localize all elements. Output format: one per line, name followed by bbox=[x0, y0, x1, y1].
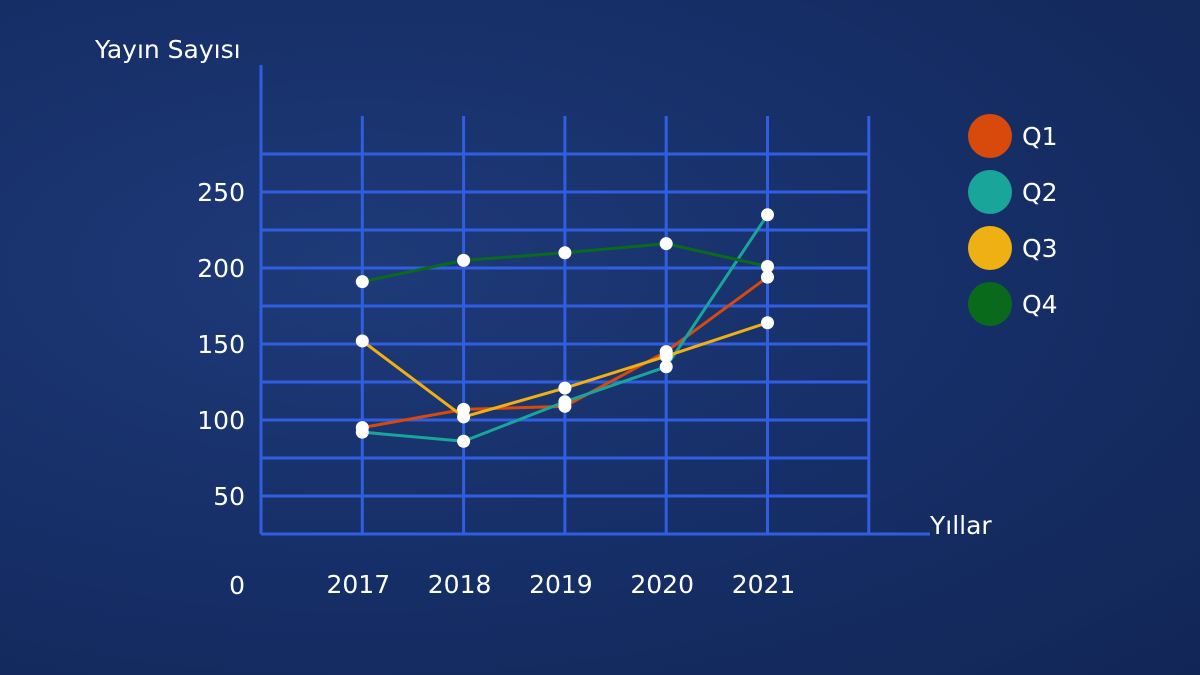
y-tick-label: 150 bbox=[197, 330, 245, 359]
data-point-q2 bbox=[761, 208, 774, 222]
data-point-q2 bbox=[457, 434, 471, 448]
data-point-q1 bbox=[761, 270, 774, 284]
legend-label-q3: Q3 bbox=[1022, 234, 1058, 263]
y-tick-label: 50 bbox=[213, 482, 245, 511]
data-point-q4 bbox=[659, 237, 673, 251]
data-point-q3 bbox=[761, 316, 774, 330]
legend-swatch-q3 bbox=[968, 226, 1012, 270]
y-tick-label: 250 bbox=[197, 178, 245, 207]
y-tick-label: 0 bbox=[229, 571, 245, 600]
x-tick-label: 2018 bbox=[428, 570, 492, 599]
legend-label-q2: Q2 bbox=[1022, 178, 1058, 207]
data-point-q3 bbox=[558, 381, 572, 395]
x-tick-label: 2020 bbox=[630, 570, 694, 599]
data-point-q2 bbox=[355, 425, 369, 439]
data-point-q4 bbox=[761, 259, 774, 273]
data-point-q3 bbox=[355, 334, 369, 348]
data-point-q2 bbox=[659, 360, 673, 374]
x-axis-label: Yıllar bbox=[929, 511, 992, 540]
data-point-q4 bbox=[558, 246, 572, 260]
x-tick-label: 2021 bbox=[732, 570, 796, 599]
grid bbox=[261, 116, 871, 534]
data-points bbox=[355, 208, 774, 448]
tick-labels: 0 50 100 150 200 250 2017 2018 2019 2020 2021 bbox=[197, 178, 795, 600]
legend-label-q1: Q1 bbox=[1022, 122, 1058, 151]
data-point-q2 bbox=[558, 395, 572, 409]
data-point-q3 bbox=[659, 349, 673, 363]
x-tick-label: 2019 bbox=[529, 570, 593, 599]
legend-swatch-q1 bbox=[968, 114, 1012, 158]
y-axis-label: Yayın Sayısı bbox=[94, 35, 241, 64]
y-tick-label: 200 bbox=[197, 254, 245, 283]
data-point-q4 bbox=[355, 275, 369, 289]
legend-label-q4: Q4 bbox=[1022, 290, 1058, 319]
y-tick-label: 100 bbox=[197, 406, 245, 435]
x-tick-label: 2017 bbox=[326, 570, 390, 599]
legend-swatch-q4 bbox=[968, 282, 1012, 326]
axes bbox=[259, 65, 930, 536]
data-point-q3 bbox=[457, 410, 471, 424]
data-point-q4 bbox=[457, 253, 471, 267]
legend-swatch-q2 bbox=[968, 170, 1012, 214]
legend: Q1 Q2 Q3 Q4 bbox=[968, 114, 1058, 326]
